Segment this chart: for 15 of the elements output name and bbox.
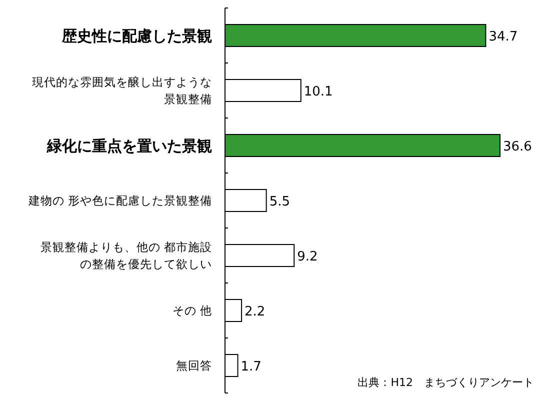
data-label: 34.7: [488, 30, 518, 44]
data-label: 5.5: [269, 194, 290, 210]
y-tick-label: 建物の 形や色に配慮した景観整備: [27, 194, 212, 208]
data-label: 36.6: [503, 140, 532, 154]
y-tick-label: 現代的な雰囲気を醸し出すような景観整備: [32, 75, 212, 106]
data-label: 10.1: [304, 84, 333, 100]
data-label: 2.2: [244, 304, 266, 320]
data-label: 1.7: [240, 360, 262, 374]
data-label: 9.2: [297, 250, 318, 264]
annotation: 出典：H12 まちづくりアンケート: [358, 376, 534, 389]
y-tick-label: 景観整備よりも、他の 都市施設の整備を優先して欲しい: [40, 240, 212, 272]
y-tick-label: 歴史性に配慮した景観: [61, 26, 212, 45]
y-tick-label: その 他: [172, 304, 212, 318]
y-tick-label: 無回答: [176, 358, 212, 373]
y-tick-label: 緑化に重点を置いた景観: [46, 136, 212, 155]
